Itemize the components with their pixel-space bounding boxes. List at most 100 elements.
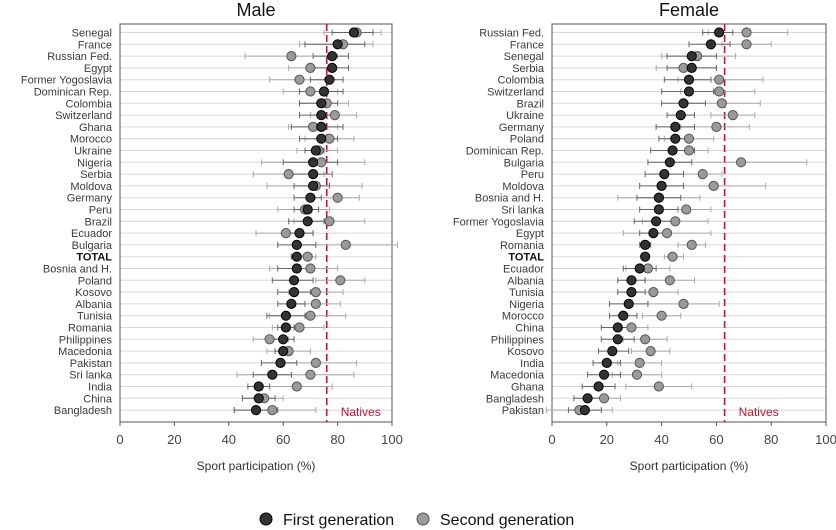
category-label: Bulgaria xyxy=(504,157,545,169)
legend-marker-second-generation xyxy=(416,512,430,526)
point-second-generation-pakistan xyxy=(310,357,321,368)
category-label: Serbia xyxy=(80,169,113,181)
point-first-generation-russian-fed xyxy=(327,51,338,62)
category-label: Bangladesh xyxy=(486,393,544,405)
point-first-generation-romania xyxy=(640,239,651,250)
point-second-generation-philippines xyxy=(264,334,275,345)
point-second-generation-dominican-rep xyxy=(683,145,695,156)
point-second-generation-brazil xyxy=(716,98,727,109)
point-first-generation-dominican-rep xyxy=(318,86,330,97)
x-tick-label: 0 xyxy=(116,432,123,447)
point-first-generation-morocco xyxy=(316,133,327,144)
x-tick-label: 20 xyxy=(600,432,614,447)
category-label: Philippines xyxy=(59,334,113,346)
point-first-generation-egypt xyxy=(327,62,338,74)
point-first-generation-albania xyxy=(626,275,637,286)
x-tick-label: 80 xyxy=(330,432,344,447)
point-first-generation-serbia xyxy=(308,169,319,180)
point-second-generation-tunisia xyxy=(648,287,659,298)
category-label: Colombia xyxy=(498,75,545,87)
point-second-generation-egypt xyxy=(661,228,673,239)
point-first-generation-bangladesh xyxy=(582,393,593,404)
point-first-generation-tunisia xyxy=(280,310,292,321)
point-second-generation-switzerland xyxy=(329,110,340,121)
category-label: Ghana xyxy=(511,382,545,394)
x-axis-label: Sport participation (%) xyxy=(630,459,749,473)
category-label: Peru xyxy=(521,169,544,181)
point-second-generation-russian-fed xyxy=(741,27,752,38)
panel-male: Male Sport participation (%) 0 20 40 60 80 10… xyxy=(21,0,403,473)
point-second-generation-peru xyxy=(697,169,708,180)
point-first-generation-albania xyxy=(286,298,297,309)
point-first-generation-bulgaria xyxy=(291,239,302,250)
point-second-generation-india xyxy=(634,357,645,368)
point-second-generation-brazil xyxy=(324,216,335,227)
category-label: Brazil xyxy=(84,216,112,228)
legend-label-second-generation: Second generation xyxy=(440,512,574,529)
category-label: Russian Fed. xyxy=(479,28,544,40)
category-label: Former Yogoslavia xyxy=(453,216,545,228)
point-first-generation-ghana xyxy=(593,381,604,392)
category-label: Bosnia and H. xyxy=(475,193,544,205)
point-second-generation-ghana xyxy=(653,381,664,392)
category-label: Pakistan xyxy=(70,358,112,370)
point-second-generation-nigeria xyxy=(678,298,689,309)
category-label: Bosnia and H. xyxy=(43,264,112,276)
category-label: Bangladesh xyxy=(54,405,112,417)
point-first-generation-brazil xyxy=(302,216,313,227)
category-label: France xyxy=(510,39,544,51)
legend: First generation Second generation xyxy=(259,512,574,529)
x-tick-label: 100 xyxy=(815,432,836,447)
point-first-generation-bangladesh xyxy=(250,405,262,416)
point-first-generation-india xyxy=(601,357,612,368)
point-first-generation-russian-fed xyxy=(714,27,725,38)
point-first-generation-sri-lanka xyxy=(267,369,278,380)
point-first-generation-ghana xyxy=(316,121,327,133)
point-second-generation-total xyxy=(302,251,313,262)
point-first-generation-former-yogoslavia xyxy=(324,74,335,85)
point-first-generation-ecuador xyxy=(634,263,645,274)
point-second-generation-philippines xyxy=(640,334,651,345)
point-first-generation-romania xyxy=(280,322,292,333)
point-first-generation-brazil xyxy=(678,98,689,109)
point-first-generation-egypt xyxy=(648,228,659,239)
plot-frame xyxy=(551,23,827,423)
point-first-generation-dominican-rep xyxy=(667,145,678,156)
point-first-generation-ecuador xyxy=(294,228,305,239)
point-second-generation-germany xyxy=(332,192,343,203)
point-first-generation-peru xyxy=(302,204,313,215)
category-label: Ecuador xyxy=(71,228,112,240)
point-first-generation-poland xyxy=(670,133,681,144)
category-label: Poland xyxy=(510,134,544,146)
category-label: France xyxy=(78,39,112,51)
category-label: India xyxy=(88,382,113,394)
category-label: Nigeria xyxy=(509,299,545,311)
category-label: Brazil xyxy=(516,98,544,110)
category-label: Dominican Rep. xyxy=(34,87,112,99)
point-second-generation-romania xyxy=(686,239,697,250)
category-label: India xyxy=(520,358,545,370)
category-label: Colombia xyxy=(66,98,113,110)
category-label: China xyxy=(83,393,113,405)
point-second-generation-serbia xyxy=(283,169,294,180)
point-first-generation-china xyxy=(612,322,623,333)
point-first-generation-bosnia-and-h xyxy=(291,263,302,274)
point-first-generation-senegal xyxy=(686,51,697,62)
x-tick-label: 40 xyxy=(654,432,668,447)
category-label: Ukraine xyxy=(506,110,544,122)
x-tick-label: 40 xyxy=(222,432,236,447)
category-label: Romania xyxy=(500,240,545,252)
point-second-generation-sri-lanka xyxy=(681,204,692,215)
category-label: Morocco xyxy=(502,311,544,323)
point-second-generation-bulgaria xyxy=(735,157,747,168)
point-first-generation-ukraine xyxy=(310,145,321,156)
point-second-generation-india xyxy=(291,381,302,392)
category-label: Macedonia xyxy=(490,370,545,382)
point-second-generation-switzerland xyxy=(714,86,725,97)
category-label: Philippines xyxy=(491,334,545,346)
plot-frame xyxy=(119,23,393,423)
point-second-generation-albania xyxy=(310,298,321,309)
point-second-generation-kosovo xyxy=(310,287,321,298)
category-label: Tunisia xyxy=(509,287,545,299)
